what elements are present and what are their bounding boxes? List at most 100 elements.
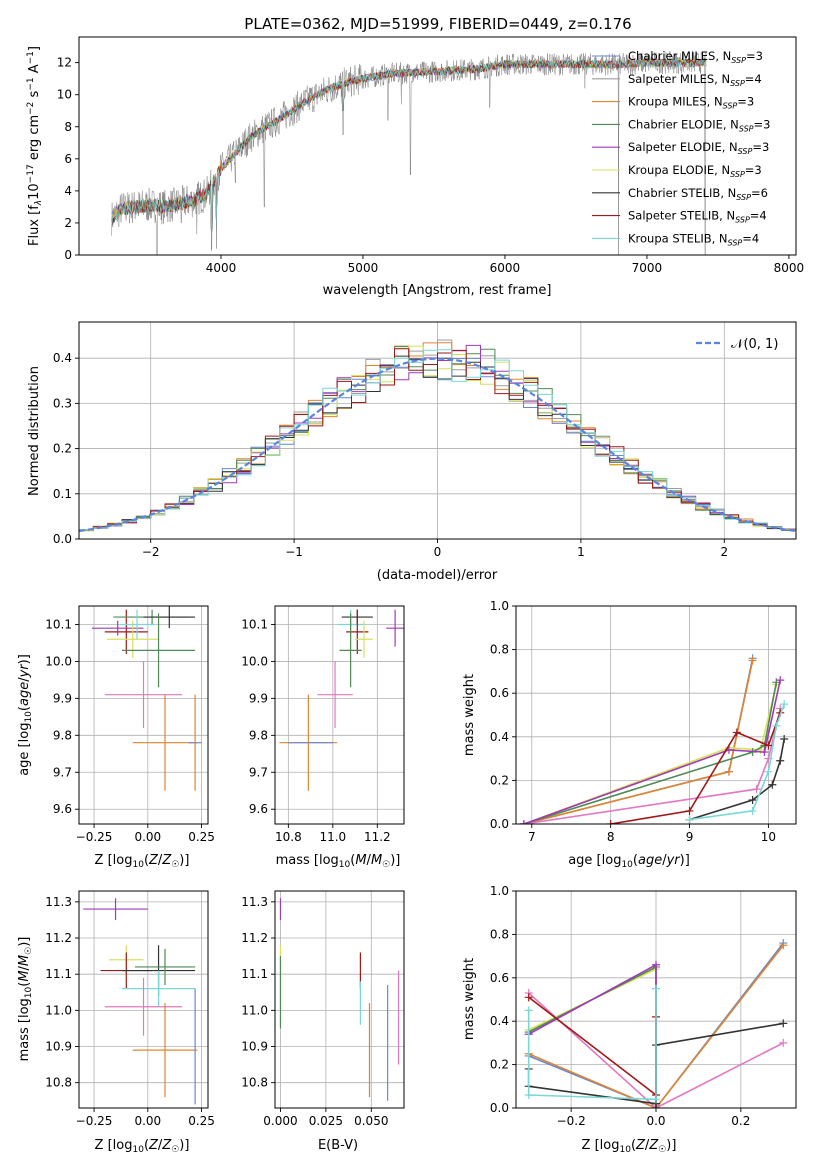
spectrum-xtick-label-3: 7000 <box>632 261 663 275</box>
wZ-line-0 <box>528 942 784 1108</box>
wAge-marker-8-4 <box>780 700 789 709</box>
spectrum-ytick-label-5: 10 <box>57 88 72 102</box>
ageZ-ytick-label-4: 10.0 <box>45 654 72 668</box>
spectrum-legend-label-0: Chabrier MILES, NSSP=3 <box>628 49 763 65</box>
ageM-xtick-label-1: 11.0 <box>319 830 346 844</box>
wAge-marker-7-1 <box>748 796 757 805</box>
residuals-xtick-label-4: 2 <box>720 545 728 559</box>
wZ-xtick-label-1: 0.0 <box>646 1114 665 1128</box>
wAge-marker-8-3 <box>772 721 781 730</box>
ageZ-ytick-label-5: 10.1 <box>45 617 72 631</box>
ageZ-frame <box>78 605 209 825</box>
spectrum-legend-label-7: Salpeter STELIB, NSSP=4 <box>628 209 767 225</box>
massE-xtick-label-2: 0.050 <box>354 1114 388 1128</box>
wZ-line-1 <box>528 944 784 1108</box>
ageZ-errorbar-4 <box>106 620 159 658</box>
wZ-marker-6-0 <box>524 993 533 1002</box>
age-vs-mass-panel: 10.8 11.0 11.2 9.6 9.7 9.8 9.9 10.0 10.1 mass [l… <box>241 605 405 870</box>
ageZ-marks <box>91 606 202 791</box>
wZ-ytick-label-1: 0.2 <box>490 1058 509 1072</box>
residual-histogram-panel: −2 −1 0 1 2 0.0 0.1 0.2 0.3 0.4 (data-model)/erro… <box>27 321 797 583</box>
wZ-marker-8-3 <box>652 984 660 993</box>
wAge-marker-7-2 <box>768 780 777 789</box>
spectrum-xlabel: wavelength [Angstrom, rest frame] <box>323 283 552 298</box>
wAge-ytick-label-0: 0.0 <box>490 817 509 831</box>
residuals-xtick-label-3: 1 <box>577 545 585 559</box>
wAge-ytick-label-3: 0.6 <box>490 686 509 700</box>
wZ-ytick-label-5: 1.0 <box>490 884 509 898</box>
wAge-marker-6-0 <box>606 820 615 824</box>
massE-ytick-label-0: 10.8 <box>241 1076 268 1090</box>
massZ-ytick-label-4: 11.2 <box>45 931 72 945</box>
wAge-marker-6-2 <box>732 728 741 737</box>
residuals-ytick-label-0: 0.0 <box>53 532 72 546</box>
spectrum-title: PLATE=0362, MJD=51999, FIBERID=0449, z=0… <box>244 15 631 33</box>
ageZ-xlabel: Z [log10(Z/Z☉)] <box>95 853 190 870</box>
massE-xlabel: E(B-V) <box>318 1138 358 1153</box>
massZ-ytick-label-3: 11.1 <box>45 967 72 981</box>
ageM-errorbar-6 <box>317 661 353 728</box>
ageZ-errorbar-5 <box>119 609 155 640</box>
wAge-marker-2-1 <box>752 785 761 794</box>
residuals-marks <box>79 339 796 533</box>
ageM-ytick-label-3: 9.9 <box>249 691 268 705</box>
ageM-errorbar-5 <box>339 613 362 688</box>
residuals-ytick-label-1: 0.1 <box>53 487 72 501</box>
gaussian-legend: 𝒩(0, 1) <box>696 337 778 352</box>
ageM-errorbar-3 <box>386 609 404 647</box>
wAge-marks <box>519 654 789 824</box>
wZ-ytick-label-4: 0.8 <box>490 927 509 941</box>
ageM-ytick-label-0: 9.6 <box>249 802 268 816</box>
ageZ-ytick-label-3: 9.9 <box>53 691 72 705</box>
spectrum-data-line <box>111 51 707 255</box>
mass-vs-metallicity-panel: −0.25 0.00 0.25 10.8 10.9 11.0 11.1 11.2 11.3 Z … <box>17 890 215 1155</box>
massZ-xlabel: Z [log10(Z/Z☉)] <box>95 1138 190 1155</box>
wAge-marker-1-2 <box>748 656 757 665</box>
massE-ytick-label-3: 11.1 <box>241 967 268 981</box>
wAge-ylabel: mass weight <box>462 674 477 756</box>
massZ-errorbar-5 <box>122 970 196 1007</box>
spectrum-legend-label-6: Chabrier STELIB, NSSP=6 <box>628 186 768 202</box>
massE-frame <box>274 890 405 1109</box>
wZ-line-2 <box>528 992 784 1108</box>
ageM-marks <box>279 609 404 791</box>
massZ-errorbar-4 <box>134 948 196 986</box>
wAge-xtick-label-1: 8 <box>607 830 615 844</box>
spectrum-legend-label-1: Salpeter MILES, NSSP=4 <box>628 72 762 88</box>
spectrum-panel: PLATE=0362, MJD=51999, FIBERID=0449, z=0… <box>26 15 804 298</box>
massZ-errorbar-0 <box>83 898 148 920</box>
wZ-marks <box>524 939 788 1108</box>
gaussian-legend-label: 𝒩(0, 1) <box>731 337 778 352</box>
spectrum-model-line-8 <box>111 57 707 232</box>
residual-hist-1 <box>79 339 796 531</box>
spectrum-ylabel: Flux [fλ10−17 erg cm−2 s−1 A−1] <box>26 46 44 246</box>
wAge-line-4 <box>523 682 778 824</box>
ageZ-errorbar-2 <box>143 606 196 629</box>
wAge-frame <box>515 605 797 825</box>
ageZ-xtick-label-2: 0.25 <box>188 830 215 844</box>
wZ-marker-5-1 <box>652 960 660 969</box>
wZ-marker-8-2 <box>652 1095 660 1104</box>
residuals-ytick-label-2: 0.2 <box>53 442 72 456</box>
wZ-xlabel: Z [log10(Z/Z☉)] <box>582 1138 677 1155</box>
residuals-xtick-label-0: −2 <box>142 545 160 559</box>
wZ-ylabel: mass weight <box>462 958 477 1040</box>
massE-ytick-label-2: 11.0 <box>241 1003 268 1017</box>
wAge-marker-5-2 <box>760 748 769 757</box>
ageZ-errorbar-3 <box>91 620 144 636</box>
ageZ-errorbar-8 <box>132 694 198 791</box>
wZ-marker-8-0 <box>524 1006 533 1015</box>
spectrum-legend-label-5: Kroupa ELODIE, NSSP=3 <box>628 163 762 179</box>
residual-ylabel: Normed distribution <box>27 366 42 496</box>
ageM-xlabel: mass [log10(M/M☉)] <box>276 853 401 870</box>
wAge-xtick-label-0: 7 <box>528 830 536 844</box>
wZ-marker-1-2 <box>779 941 788 950</box>
spectrum-xtick-label-0: 4000 <box>206 261 237 275</box>
spectrum-ytick-label-0: 0 <box>64 248 72 262</box>
massZ-ytick-label-0: 10.8 <box>45 1076 72 1090</box>
wAge-marker-8-1 <box>748 806 757 815</box>
wZ-ytick-label-2: 0.4 <box>490 1014 509 1028</box>
spectrum-ytick-label-3: 6 <box>64 152 72 166</box>
massE-ytick-label-5: 11.3 <box>241 895 268 909</box>
